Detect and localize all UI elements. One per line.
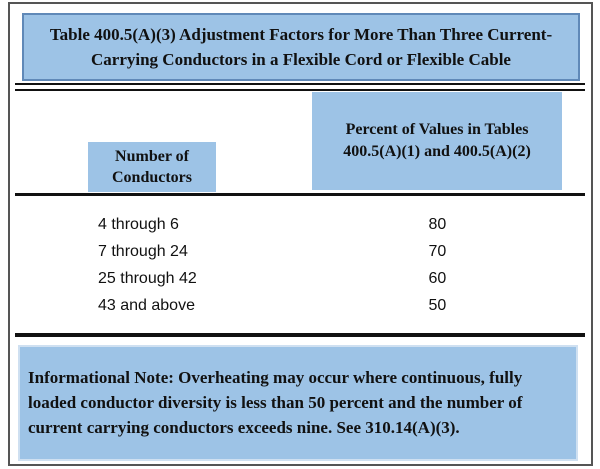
double-rule bbox=[15, 83, 585, 91]
column-header-percent-of-values: Percent of Values in Tables 400.5(A)(1) … bbox=[312, 92, 562, 190]
conductors-cell: 25 through 42 bbox=[98, 270, 197, 287]
column-header-line: 400.5(A)(1) and 400.5(A)(2) bbox=[343, 143, 531, 160]
outer-frame bbox=[8, 2, 593, 466]
table-title-line-2: Carrying Conductors in a Flexible Cord o… bbox=[91, 50, 511, 69]
table-title-line-1: Table 400.5(A)(3) Adjustment Factors for… bbox=[49, 25, 553, 44]
table-row: 7 through 24 70 bbox=[98, 238, 538, 265]
percent-cell: 70 bbox=[428, 243, 447, 260]
table-row: 4 through 6 80 bbox=[98, 211, 538, 238]
percent-cell: 50 bbox=[428, 297, 447, 314]
header-bottom-rule bbox=[15, 193, 585, 196]
informational-note-box: Informational Note: Overheating may occu… bbox=[18, 345, 578, 461]
column-header-line: Conductors bbox=[111, 169, 192, 186]
table-title-box: Table 400.5(A)(3) Adjustment Factors for… bbox=[22, 13, 580, 81]
column-header-line: Percent of Values in Tables bbox=[345, 121, 529, 138]
percent-cell: 80 bbox=[428, 216, 447, 233]
column-header-number-of-conductors: Number of Conductors bbox=[88, 142, 216, 192]
conductors-cell: 7 through 24 bbox=[98, 243, 188, 260]
table-row: 25 through 42 60 bbox=[98, 265, 538, 292]
conductors-cell: 4 through 6 bbox=[98, 216, 179, 233]
percent-cell: 60 bbox=[428, 270, 447, 287]
conductors-cell: 43 and above bbox=[98, 297, 195, 314]
table-row: 43 and above 50 bbox=[98, 292, 538, 319]
column-header-line: Number of bbox=[115, 148, 189, 165]
informational-note-text: Informational Note: Overheating may occu… bbox=[28, 368, 523, 437]
table-body: 4 through 6 80 7 through 24 70 25 throug… bbox=[98, 211, 538, 319]
body-bottom-rule bbox=[15, 333, 585, 337]
